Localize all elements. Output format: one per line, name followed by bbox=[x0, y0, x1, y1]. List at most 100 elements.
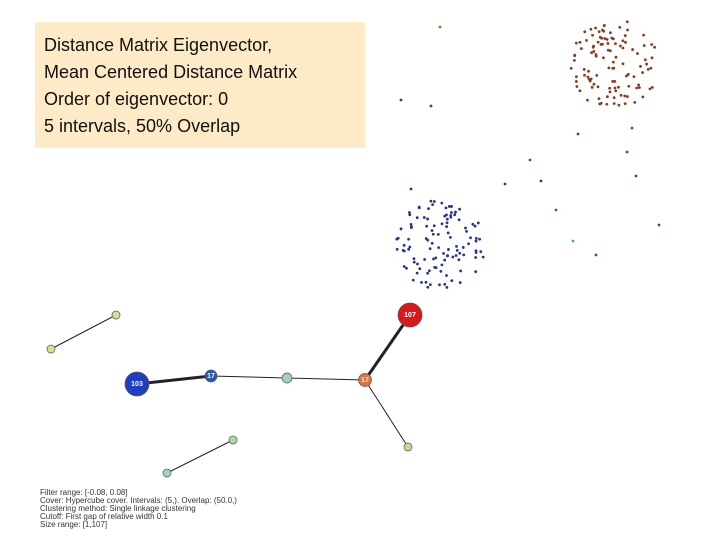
point bbox=[481, 255, 485, 259]
point bbox=[617, 103, 621, 107]
edge bbox=[166, 439, 234, 474]
point bbox=[607, 66, 611, 70]
point bbox=[649, 66, 653, 70]
point bbox=[583, 30, 587, 34]
point bbox=[408, 211, 411, 214]
point bbox=[597, 97, 601, 101]
point bbox=[474, 236, 478, 240]
point bbox=[402, 249, 406, 253]
nodes bbox=[46, 302, 423, 478]
footer-line: Clustering method: Single linkage cluste… bbox=[40, 504, 196, 513]
edge bbox=[364, 379, 409, 448]
point bbox=[610, 36, 614, 40]
point bbox=[402, 265, 406, 268]
point bbox=[611, 66, 615, 70]
node[interactable] bbox=[403, 442, 413, 452]
point bbox=[415, 271, 419, 275]
point bbox=[434, 256, 438, 260]
point bbox=[454, 210, 457, 214]
node[interactable] bbox=[162, 468, 172, 478]
point bbox=[585, 39, 588, 42]
point bbox=[408, 213, 412, 217]
node[interactable] bbox=[46, 344, 56, 354]
point bbox=[474, 256, 478, 259]
point bbox=[582, 67, 586, 71]
point bbox=[599, 101, 603, 105]
point bbox=[425, 224, 429, 228]
point bbox=[395, 247, 399, 251]
point bbox=[603, 37, 607, 40]
node[interactable] bbox=[204, 369, 218, 383]
node[interactable] bbox=[358, 373, 372, 387]
edge bbox=[136, 374, 212, 386]
point bbox=[461, 246, 465, 249]
point bbox=[426, 271, 429, 275]
point bbox=[427, 207, 430, 211]
point bbox=[444, 206, 448, 210]
point bbox=[614, 55, 618, 59]
point bbox=[595, 73, 599, 77]
point bbox=[473, 224, 477, 228]
point bbox=[586, 75, 590, 79]
point bbox=[635, 86, 639, 90]
point bbox=[476, 221, 480, 225]
title-line: 5 intervals, 50% Overlap bbox=[44, 116, 240, 136]
point bbox=[528, 158, 532, 162]
point bbox=[443, 282, 447, 286]
point bbox=[632, 75, 636, 78]
point bbox=[578, 40, 582, 44]
point bbox=[440, 201, 444, 205]
point bbox=[571, 239, 575, 243]
point bbox=[653, 45, 657, 49]
point bbox=[428, 283, 432, 287]
node[interactable] bbox=[397, 302, 423, 328]
point-cloud bbox=[395, 20, 661, 289]
point bbox=[613, 80, 617, 83]
point bbox=[646, 67, 650, 71]
point bbox=[578, 89, 582, 93]
point bbox=[450, 211, 453, 214]
node-label: 107 bbox=[404, 312, 416, 319]
point bbox=[445, 274, 448, 277]
point bbox=[445, 221, 449, 225]
point bbox=[469, 236, 472, 240]
point bbox=[608, 86, 612, 90]
point bbox=[412, 260, 416, 264]
point bbox=[420, 280, 423, 284]
node[interactable] bbox=[228, 435, 238, 445]
node[interactable] bbox=[111, 310, 121, 320]
point bbox=[426, 217, 429, 221]
point bbox=[614, 42, 617, 46]
point bbox=[457, 218, 461, 222]
edge bbox=[363, 314, 412, 381]
point bbox=[443, 258, 447, 262]
point bbox=[606, 95, 609, 99]
point bbox=[450, 279, 454, 283]
point bbox=[474, 251, 478, 254]
point bbox=[409, 222, 413, 226]
point bbox=[424, 237, 428, 240]
node[interactable] bbox=[124, 371, 150, 397]
point bbox=[410, 225, 413, 229]
point bbox=[554, 208, 558, 212]
point bbox=[447, 248, 450, 251]
point bbox=[574, 80, 578, 83]
point bbox=[592, 50, 596, 53]
point bbox=[637, 83, 641, 87]
point bbox=[449, 236, 452, 239]
point bbox=[402, 243, 406, 247]
point bbox=[625, 74, 628, 78]
point bbox=[596, 85, 600, 89]
point bbox=[569, 66, 573, 70]
point bbox=[650, 43, 654, 46]
point bbox=[458, 207, 462, 211]
point bbox=[451, 255, 455, 259]
point bbox=[613, 86, 617, 90]
node[interactable] bbox=[281, 372, 293, 384]
point bbox=[617, 85, 620, 89]
point bbox=[458, 281, 462, 284]
title-box bbox=[35, 22, 365, 148]
point bbox=[574, 75, 578, 79]
point bbox=[596, 40, 600, 44]
point bbox=[467, 242, 470, 246]
